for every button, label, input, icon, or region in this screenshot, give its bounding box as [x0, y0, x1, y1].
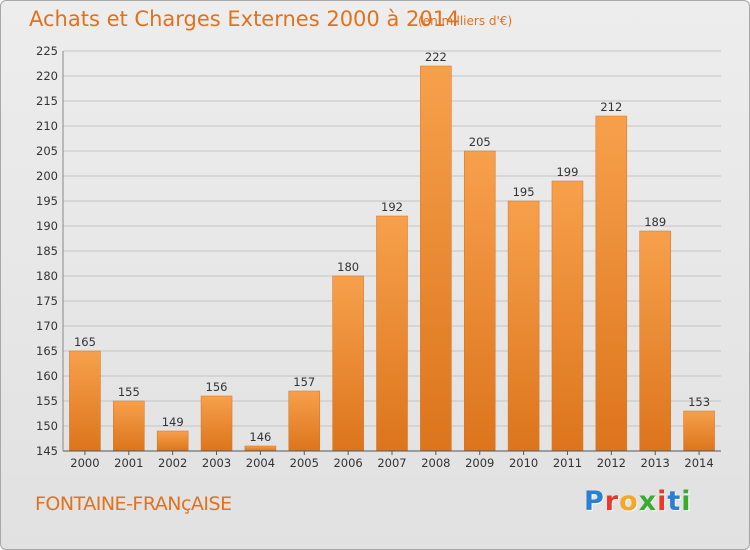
x-tick-label-2003: 2003: [202, 456, 231, 470]
x-tick-label-2013: 2013: [641, 456, 670, 470]
x-tick-label-2001: 2001: [114, 456, 143, 470]
data-label-2006: 180: [337, 260, 359, 274]
bar-2013: [639, 230, 671, 452]
bar-2003: [200, 395, 233, 452]
data-label-2005: 157: [293, 375, 315, 389]
data-label-2008: 222: [425, 50, 447, 64]
y-tick-label: 175: [36, 294, 58, 308]
bars: [69, 65, 715, 452]
data-label-2012: 212: [600, 100, 622, 114]
bar-2012: [595, 115, 628, 452]
data-label-2004: 146: [249, 430, 271, 444]
bar-2014: [683, 410, 715, 452]
x-tick-label-2007: 2007: [377, 456, 406, 470]
chart-title: Achats et Charges Externes 2000 à 2014: [29, 7, 460, 31]
data-label-2000: 165: [74, 335, 96, 349]
y-tick-label: 145: [36, 444, 58, 458]
x-tick-label-2004: 2004: [246, 456, 275, 470]
chart-subtitle: (en milliers d'€): [418, 14, 513, 28]
x-tick-label-2011: 2011: [553, 456, 582, 470]
logo-letter: i: [657, 486, 668, 517]
logo-letter: i: [681, 486, 692, 517]
y-tick-label: 170: [36, 319, 58, 333]
data-label-2001: 155: [118, 385, 140, 399]
y-tick-label: 185: [36, 244, 58, 258]
bar-2009: [463, 150, 496, 452]
x-tick-label-2009: 2009: [465, 456, 494, 470]
data-label-2010: 195: [513, 185, 535, 199]
x-axis-ticks: 2000 2001 2002 2003 2004 2005 2006 2007 2008 2009…: [70, 451, 714, 470]
x-tick-label-2012: 2012: [597, 456, 626, 470]
bar-2004: [244, 445, 277, 452]
y-tick-label: 220: [36, 69, 58, 83]
logo-letter: r: [604, 486, 620, 517]
y-tick-label: 150: [36, 419, 58, 433]
bar-2007: [376, 215, 408, 452]
y-tick-label: 165: [36, 344, 58, 358]
bar-2001: [113, 400, 145, 452]
data-label-2009: 205: [469, 135, 491, 149]
y-tick-label: 195: [36, 194, 58, 208]
x-tick-label-2006: 2006: [333, 456, 362, 470]
x-tick-label-2010: 2010: [509, 456, 538, 470]
bar-2005: [288, 390, 321, 452]
y-tick-label: 205: [36, 144, 58, 158]
y-axis-ticks: 145 150 155 160 165 170 175 180 185 190 195 200 205 2…: [36, 44, 58, 458]
x-tick-label-2005: 2005: [290, 456, 319, 470]
bar-2006: [332, 275, 364, 452]
logo-letter: t: [667, 486, 682, 517]
y-tick-label: 180: [36, 269, 58, 283]
bar-2011: [551, 180, 584, 452]
logo-letter: o: [619, 486, 639, 517]
bar-2010: [507, 200, 540, 452]
y-tick-label: 225: [36, 44, 58, 58]
data-label-2011: 199: [556, 165, 578, 179]
proxiti-logo: Proxiti: [584, 486, 692, 517]
bar-2008: [420, 65, 452, 452]
data-label-2013: 189: [644, 215, 666, 229]
logo-letter: x: [638, 486, 658, 517]
x-tick-label-2000: 2000: [70, 456, 99, 470]
x-tick-label-2014: 2014: [684, 456, 713, 470]
logo-letter: P: [584, 486, 605, 517]
data-label-2003: 156: [206, 380, 228, 394]
place-name: FONTAINE-FRANçAISE: [35, 493, 232, 515]
y-tick-label: 215: [36, 94, 58, 108]
y-tick-label: 155: [36, 394, 58, 408]
y-tick-label: 190: [36, 219, 58, 233]
x-tick-label-2002: 2002: [158, 456, 187, 470]
y-tick-label: 160: [36, 369, 58, 383]
y-tick-label: 210: [36, 119, 58, 133]
data-labels: 165 155 149 156 146 157 180 192 222 205 195 199 212 1…: [74, 50, 710, 444]
y-tick-label: 200: [36, 169, 58, 183]
data-label-2007: 192: [381, 200, 403, 214]
bar-2000: [69, 350, 101, 452]
x-tick-label-2008: 2008: [421, 456, 450, 470]
data-label-2014: 153: [688, 395, 710, 409]
bar-2002: [156, 430, 189, 452]
data-label-2002: 149: [162, 415, 184, 429]
